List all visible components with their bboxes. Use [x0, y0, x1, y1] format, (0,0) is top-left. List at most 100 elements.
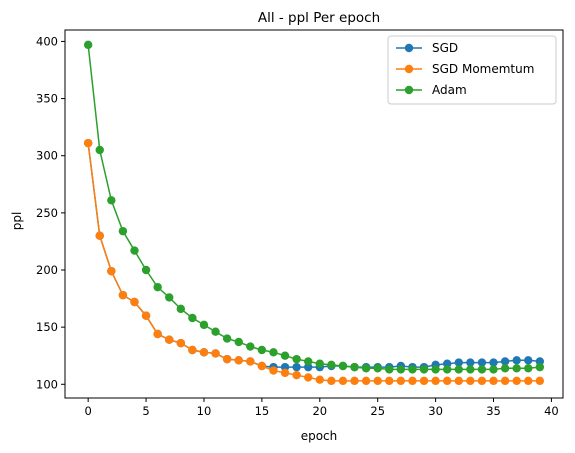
- data-point: [211, 349, 220, 358]
- data-point: [292, 354, 301, 364]
- data-point: [338, 361, 348, 371]
- data-point: [257, 345, 267, 355]
- legend-label: Adam: [432, 83, 467, 97]
- x-tick-label: 35: [486, 404, 501, 418]
- data-point: [535, 376, 545, 386]
- axes-frame: [64, 29, 564, 399]
- data-point: [165, 293, 174, 302]
- data-point: [500, 357, 510, 366]
- data-point: [199, 320, 209, 330]
- x-tick-label: 0: [84, 404, 91, 418]
- data-point: [396, 376, 406, 386]
- data-point: [188, 313, 197, 323]
- y-axis-label: ppl: [10, 212, 24, 231]
- data-point: [141, 311, 151, 320]
- y-tick-label: 350: [36, 92, 58, 106]
- data-point: [130, 297, 139, 307]
- data-point: [315, 375, 324, 384]
- data-point: [246, 342, 255, 351]
- data-point: [107, 266, 116, 276]
- y-tick-label: 150: [36, 320, 58, 334]
- data-point: [431, 376, 440, 386]
- data-point: [107, 196, 116, 205]
- data-point: [257, 361, 267, 371]
- data-point: [130, 246, 139, 255]
- data-point: [246, 357, 255, 366]
- data-point: [466, 365, 475, 374]
- legend-label: SGD Momemtum: [432, 62, 534, 76]
- data-point: [454, 365, 463, 374]
- chart-title: All - ppl Per epoch: [258, 10, 380, 26]
- y-tick-label: 300: [36, 149, 58, 163]
- data-point: [361, 376, 371, 386]
- data-point: [454, 376, 463, 386]
- data-point: [211, 327, 220, 336]
- data-point: [176, 304, 186, 314]
- data-point: [83, 40, 93, 50]
- data-point: [477, 376, 487, 386]
- data-point: [280, 368, 290, 378]
- data-point: [524, 356, 533, 365]
- data-point: [222, 354, 232, 364]
- data-point: [489, 376, 498, 386]
- legend-entry: SGD: [396, 41, 458, 55]
- data-point: [361, 364, 371, 373]
- legend-marker: [404, 43, 414, 53]
- data-point: [83, 138, 93, 148]
- data-point: [141, 265, 151, 275]
- data-point: [512, 356, 521, 365]
- data-point: [153, 329, 162, 339]
- legend-label: SGD: [432, 41, 458, 55]
- data-point: [477, 358, 487, 367]
- data-point: [500, 364, 510, 373]
- data-point: [292, 362, 301, 372]
- y-tick-label: 100: [36, 377, 58, 391]
- data-point: [280, 351, 290, 360]
- y-tick-label: 200: [36, 263, 58, 277]
- data-point: [153, 282, 162, 292]
- data-point: [338, 376, 348, 386]
- data-point: [315, 359, 324, 368]
- data-point: [350, 376, 359, 386]
- data-point: [431, 365, 440, 374]
- x-tick-label: 30: [428, 404, 443, 418]
- data-point: [165, 335, 174, 344]
- legend-entry: SGD Momemtum: [396, 62, 534, 76]
- x-tick-label: 20: [312, 404, 327, 418]
- data-point: [118, 226, 128, 236]
- series-line: [87, 44, 540, 371]
- data-point: [327, 376, 336, 386]
- data-point: [373, 364, 382, 373]
- data-point: [327, 360, 336, 370]
- data-point: [176, 338, 186, 348]
- data-point: [408, 376, 417, 386]
- data-point: [489, 365, 498, 374]
- legend-marker: [404, 85, 414, 95]
- data-point: [489, 358, 498, 367]
- data-point: [477, 365, 487, 374]
- data-point: [500, 376, 510, 386]
- legend: SGD SGD Momemtum Adam: [387, 35, 557, 105]
- data-point: [385, 376, 394, 386]
- data-point: [292, 370, 301, 380]
- data-point: [118, 290, 128, 300]
- data-point: [466, 376, 475, 386]
- data-point: [408, 365, 417, 374]
- data-point: [95, 145, 104, 155]
- data-point: [419, 365, 429, 374]
- data-point: [304, 357, 313, 366]
- data-point: [269, 366, 278, 375]
- series-0: [83, 138, 545, 372]
- data-point: [466, 358, 475, 367]
- data-point: [442, 365, 452, 374]
- data-point: [269, 348, 278, 357]
- data-point: [234, 337, 243, 347]
- x-axis-label: epoch: [301, 429, 338, 443]
- data-point: [95, 231, 104, 240]
- data-point: [304, 373, 313, 382]
- data-point: [524, 376, 533, 386]
- data-point: [454, 358, 463, 367]
- y-tick-label: 400: [36, 34, 58, 48]
- x-tick-label: 15: [255, 404, 270, 418]
